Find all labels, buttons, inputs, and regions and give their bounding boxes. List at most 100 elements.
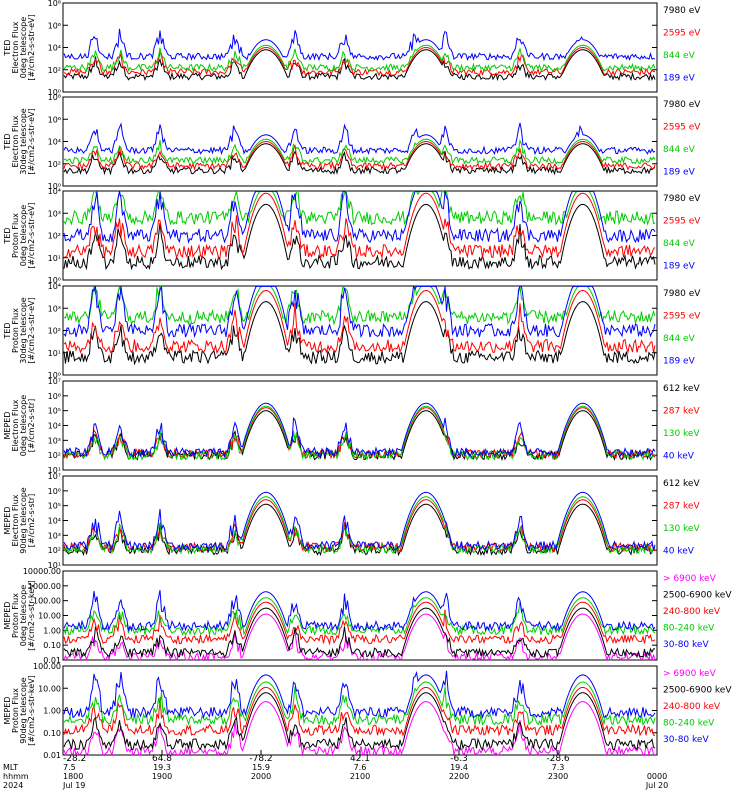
y-axis-label: 90deg telescope [19, 677, 28, 744]
y-tick-label: 10⁴ [48, 422, 61, 431]
y-axis-label: TED [3, 227, 12, 244]
x-tick-hhmm: 2000 [251, 772, 271, 781]
y-tick-label: 10¹ [48, 254, 61, 263]
series-line [63, 284, 656, 339]
y-axis-label: Electron Flux [11, 21, 20, 73]
legend-entry: 30-80 keV [663, 640, 709, 650]
x-tick-lat: -6.3 [450, 754, 468, 764]
x-tick-mlt: 19.4 [450, 763, 468, 772]
legend-entry: 7980 eV [663, 194, 701, 204]
y-tick-label: 10² [48, 546, 61, 555]
legend-entry: 2500-6900 keV [663, 686, 732, 696]
y-tick-label: 10³ [48, 209, 61, 218]
series-line [63, 590, 656, 633]
y-axis-label: Electron Flux [11, 494, 20, 546]
y-axis-label: [#/cm2-s-str] [27, 399, 36, 452]
y-axis-label: Electron Flux [11, 115, 20, 167]
legend-entry: 612 keV [663, 479, 700, 489]
legend-entry: 287 keV [663, 502, 700, 512]
y-tick-label: 10⁴ [48, 44, 61, 53]
y-tick-label: 10⁸ [48, 93, 61, 102]
series-line [63, 402, 656, 458]
legend-entry: > 6900 keV [663, 574, 717, 584]
series-line [63, 143, 656, 176]
series-line [63, 189, 656, 226]
legend-entry: 2595 eV [663, 312, 701, 322]
panel-6: 10¹ 10² 10³ 10⁴ 10⁵ 10⁶ 10⁷ MEPED Electron Flux 9… [3, 472, 700, 570]
y-tick-label: 10³ [48, 436, 61, 445]
y-tick-label: 10⁶ [48, 21, 61, 30]
panel-frame [62, 665, 658, 756]
series-line [63, 692, 656, 751]
y-tick-label: 10⁷ [48, 377, 61, 386]
legend-entry: 7980 eV [663, 289, 701, 299]
y-tick-label: 10⁴ [48, 187, 61, 196]
y-tick-label: 10⁴ [48, 138, 61, 147]
y-tick-label: 10² [48, 327, 61, 336]
y-tick-label: 10.00 [38, 612, 61, 621]
y-tick-label: 10⁵ [48, 502, 61, 511]
y-tick-label: 10² [48, 66, 61, 75]
y-tick-label: 100.00 [33, 597, 61, 606]
legend-entry: 189 eV [663, 262, 696, 272]
y-tick-label: 0.10 [43, 729, 61, 738]
legend-entry: 240-800 keV [663, 607, 721, 617]
series-line [63, 607, 656, 659]
series-line [63, 681, 656, 727]
x-row-label: hhmm [3, 772, 29, 781]
y-axis-label: TED [3, 39, 12, 56]
y-axis-label: 30deg telescope [19, 108, 28, 175]
panel-4: 10⁰ 10¹ 10² 10³ 10⁴ TED Proton Flux 30deg teles… [3, 282, 701, 380]
y-axis-label: Electron Flux [11, 399, 20, 451]
legend-entry: 189 eV [663, 357, 696, 367]
y-axis-label: 0deg telescope [19, 17, 28, 78]
y-tick-label: 10² [48, 160, 61, 169]
panel-5: 10¹ 10² 10³ 10⁴ 10⁵ 10⁶ 10⁷ MEPED Electron Flux 0… [3, 377, 700, 475]
legend-entry: 7980 eV [663, 6, 701, 16]
y-axis-label: 30deg telescope [19, 297, 28, 364]
y-tick-label: 1000.00 [28, 582, 61, 591]
legend-entry: 2595 eV [663, 217, 701, 227]
y-tick-label: 10⁶ [48, 115, 61, 124]
x-tick-mlt: 7.6 [354, 763, 367, 772]
y-tick-label: 100.00 [33, 662, 61, 671]
legend-entry: 130 keV [663, 524, 700, 534]
y-axis-label: Proton Flux [11, 688, 20, 733]
y-axis-label: [#/cm2-s-str-keV] [27, 675, 36, 746]
series-line [63, 491, 656, 552]
y-axis-label: MEPED [3, 697, 12, 725]
legend-entry: 80-240 keV [663, 719, 715, 729]
y-tick-label: 10⁴ [48, 517, 61, 526]
legend-entry: 612 keV [663, 384, 700, 394]
y-axis-label: [#/cm2-s-str-eV] [27, 202, 36, 268]
y-tick-label: 10000.00 [23, 567, 61, 576]
legend-entry: 240-800 keV [663, 702, 721, 712]
y-tick-label: 10⁶ [48, 487, 61, 496]
series-line [63, 613, 656, 662]
legend-entry: 40 keV [663, 452, 695, 462]
y-axis-label: TED [3, 133, 12, 150]
series-line [63, 140, 656, 171]
legend-entry: 80-240 keV [663, 624, 715, 634]
legend-entry: 2595 eV [663, 29, 701, 39]
series-line [63, 190, 656, 244]
series-line [63, 601, 656, 646]
y-axis-label: 0deg telescope [19, 205, 28, 266]
legend-entry: 189 eV [663, 168, 696, 178]
y-tick-label: 0.10 [43, 641, 61, 650]
y-tick-label: 1.00 [43, 626, 61, 635]
series-line [63, 138, 656, 166]
x-tick-hhmm: 2200 [449, 772, 469, 781]
legend-entry: 844 eV [663, 51, 696, 61]
panel-3: 10⁰ 10¹ 10² 10³ 10⁴ TED Proton Flux 0deg telesc… [3, 187, 701, 285]
series-line [63, 686, 655, 737]
legend-entry: 30-80 keV [663, 735, 709, 745]
legend-entry: 130 keV [663, 429, 700, 439]
panel-8: 0.01 0.10 1.00 10.00 100.00 MEPED Proton Flux 9… [3, 662, 732, 760]
y-axis-label: MEPED [3, 507, 12, 535]
y-tick-label: 10⁶ [48, 392, 61, 401]
y-tick-label: 0.01 [43, 751, 61, 760]
x-tick-lat: -78.2 [249, 754, 272, 764]
y-axis-label: Proton Flux [11, 593, 20, 638]
